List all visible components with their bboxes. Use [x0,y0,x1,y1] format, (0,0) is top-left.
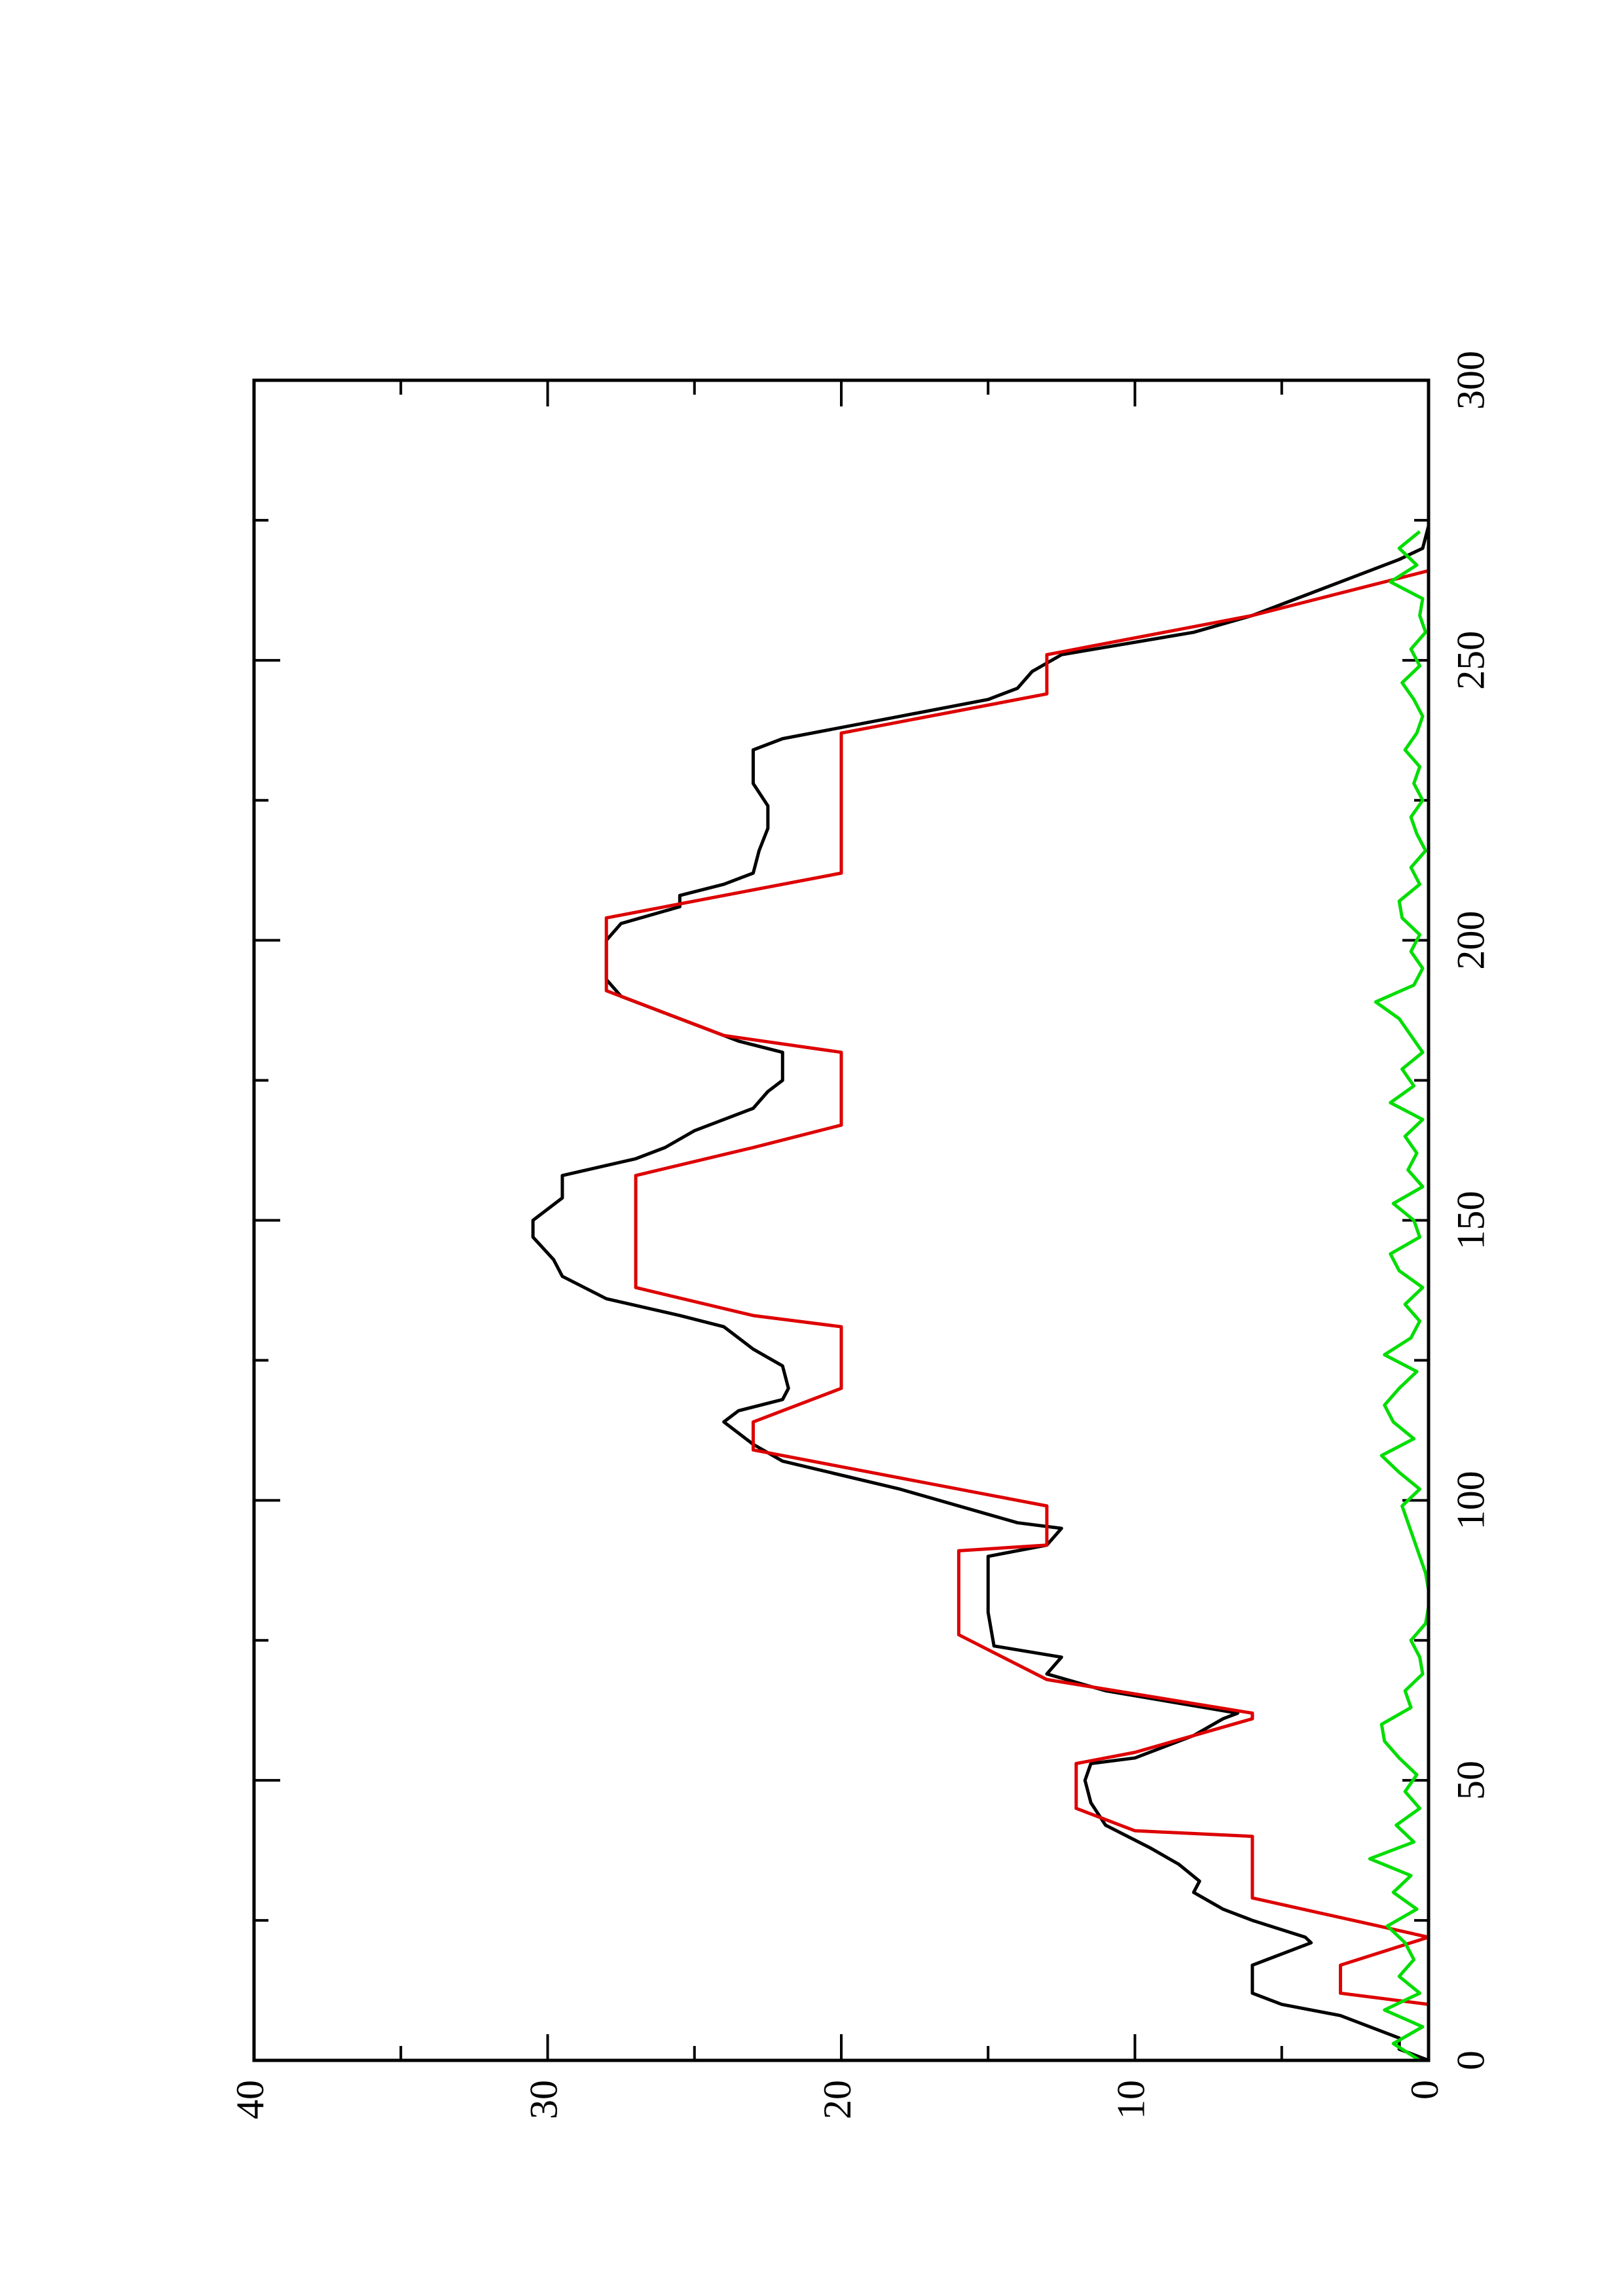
y-tick-label: 30 [522,2080,565,2119]
plot-frame [252,378,1431,2062]
y-tick-label: 40 [228,2080,272,2119]
data-line [531,525,1431,2062]
x-tick-label: 200 [1449,911,1492,970]
x-tick-label: 300 [1449,351,1492,410]
y-tick-label: 20 [816,2080,859,2119]
data-line [604,569,1431,2006]
y-tick-label: 0 [1403,2080,1446,2100]
x-tick-label: 150 [1449,1191,1492,1250]
data-line [1368,530,1431,2062]
x-tick-label: 0 [1449,2051,1492,2070]
x-tick-label: 100 [1449,1471,1492,1530]
y-tick-label: 10 [1109,2080,1152,2119]
plot-area: 0 50 100 150 200 250 300 0 10 20 30 40 [228,351,1493,2119]
x-tick-label: 50 [1449,1761,1492,1800]
x-tick-label: 250 [1449,631,1492,690]
